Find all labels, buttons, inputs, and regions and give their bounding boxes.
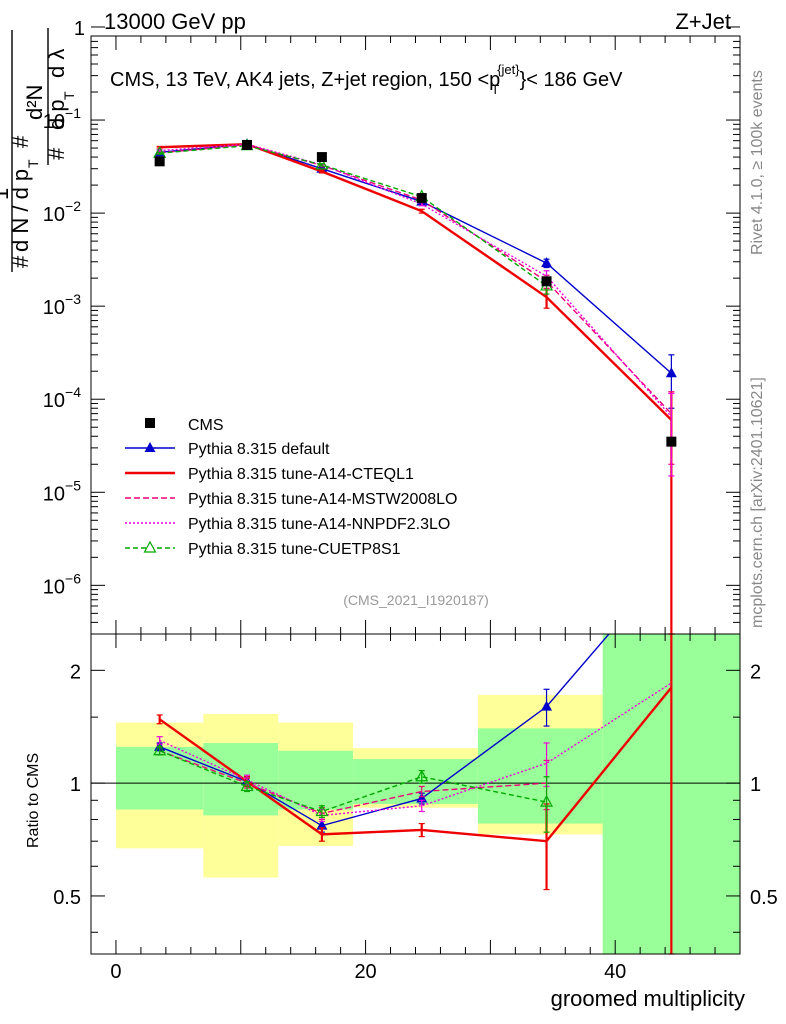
y-tick-label: 10−4 bbox=[43, 384, 81, 412]
ratio-y-tick-label-right: 1 bbox=[750, 774, 761, 796]
side-label-bottom: mcplots.cern.ch [arXiv:2401.10621] bbox=[749, 377, 766, 628]
legend-label: Pythia 8.315 tune-A14-NNPDF2.3LO bbox=[188, 516, 450, 533]
ratio-y-tick-label: 0.5 bbox=[53, 887, 81, 909]
ratio-line bbox=[159, 750, 547, 813]
legend-entry-pythia-8-315-tune-cuetp8s1: Pythia 8.315 tune-CUETP8S1 bbox=[125, 540, 401, 558]
legend-marker bbox=[143, 540, 157, 553]
legend-entry-pythia-8-315-default: Pythia 8.315 default bbox=[125, 441, 330, 458]
cms-data-point bbox=[416, 193, 427, 204]
ratio-series bbox=[153, 633, 675, 955]
cms-data-point bbox=[541, 276, 552, 287]
series-line bbox=[159, 144, 547, 287]
ratio-y-axis-label: Ratio to CMS bbox=[25, 753, 42, 848]
ratio-y-tick-label: 2 bbox=[70, 661, 81, 683]
series-line bbox=[159, 144, 672, 415]
x-tick-label: 40 bbox=[604, 961, 626, 983]
cms-data-point bbox=[316, 152, 327, 163]
legend-entry-pythia-8-315-tune-a14-nnpdf2-3lo: Pythia 8.315 tune-A14-NNPDF2.3LO bbox=[125, 516, 450, 533]
ratio-axes: 0.5 0.51 12 20 20 40 bbox=[53, 634, 778, 983]
legend-marker bbox=[145, 418, 155, 428]
ratio-marker bbox=[541, 700, 553, 711]
series-pythia-8-315-default bbox=[154, 138, 677, 409]
cms-data-points bbox=[154, 139, 677, 447]
series-marker bbox=[541, 257, 553, 268]
inner-band bbox=[278, 750, 354, 810]
series-marker bbox=[315, 157, 329, 170]
ratio-marker bbox=[153, 743, 167, 756]
reference-label: (CMS_2021_I1920187) bbox=[343, 592, 489, 608]
ratio-marker bbox=[415, 769, 429, 782]
ratio-series-pythia-8-315-tune-a14-cteql1 bbox=[156, 633, 675, 955]
svg-text:1: 1 bbox=[0, 188, 13, 200]
cms-data-point bbox=[242, 139, 253, 150]
ratio-marker bbox=[316, 819, 328, 830]
x-axis-label: groomed multiplicity bbox=[551, 986, 745, 1011]
main-axes: 10−610−510−410−310−210−11 bbox=[43, 18, 741, 635]
y-tick-label: 10−5 bbox=[43, 477, 81, 505]
y-tick-label: 10−2 bbox=[43, 198, 81, 226]
legend-entry-pythia-8-315-tune-a14-mstw2008lo: Pythia 8.315 tune-A14-MSTW2008LO bbox=[125, 491, 457, 508]
y-tick-label: 10−6 bbox=[43, 570, 81, 598]
legend-entry-pythia-8-315-tune-a14-cteql1: Pythia 8.315 tune-A14-CTEQL1 bbox=[125, 466, 414, 483]
header-right: Z+Jet bbox=[675, 9, 731, 34]
main-title: CMS, 13 TeV, AK4 jets, Z+jet region, 150… bbox=[110, 62, 623, 97]
legend-entry-cms: CMS bbox=[145, 417, 224, 434]
legend-marker bbox=[144, 442, 156, 452]
inner-band bbox=[115, 746, 204, 810]
svg-text:T: T bbox=[25, 159, 41, 168]
main-series bbox=[153, 138, 677, 635]
ratio-line bbox=[159, 633, 610, 827]
side-label-top: Rivet 4.1.0, ≥ 100k events bbox=[749, 70, 766, 255]
y-tick-label: 1 bbox=[74, 18, 85, 40]
svg-text:#: # bbox=[8, 135, 33, 148]
svg-text:#: # bbox=[8, 255, 33, 268]
ratio-series-pythia-8-315-tune-cuetp8s1 bbox=[153, 743, 554, 833]
series-line bbox=[159, 143, 672, 374]
legend-label: Pythia 8.315 default bbox=[188, 441, 330, 458]
y-tick-label: 10−3 bbox=[43, 291, 81, 319]
ratio-y-tick-label: 1 bbox=[70, 774, 81, 796]
series-line bbox=[159, 142, 673, 421]
series-pythia-8-315-tune-cuetp8s1 bbox=[153, 138, 554, 295]
inner-band bbox=[477, 728, 603, 824]
series-pythia-8-315-tune-a14-cteql1 bbox=[156, 142, 675, 635]
ratio-marker bbox=[540, 794, 554, 807]
series-line bbox=[159, 143, 672, 418]
ratio-y-tick-label-right: 2 bbox=[750, 661, 761, 683]
inner-band bbox=[353, 758, 478, 804]
header-left: 13000 GeV pp bbox=[104, 9, 246, 34]
cms-data-point bbox=[154, 156, 165, 167]
main-y-axis-label: # d N / d p T # 1 d p T d λ # d²N bbox=[0, 28, 77, 272]
x-tick-label: 0 bbox=[110, 961, 121, 983]
legend-label: CMS bbox=[188, 417, 224, 434]
series-marker bbox=[665, 367, 677, 378]
legend-label: Pythia 8.315 tune-A14-CTEQL1 bbox=[188, 466, 414, 483]
cms-data-point bbox=[666, 436, 677, 447]
series-pythia-8-315-tune-a14-mstw2008lo bbox=[156, 143, 675, 465]
svg-text:T: T bbox=[61, 91, 77, 100]
ratio-y-tick-label-right: 0.5 bbox=[750, 887, 778, 909]
svg-text:#: # bbox=[44, 147, 69, 160]
ratio-marker bbox=[315, 804, 329, 817]
ratio-line bbox=[159, 682, 672, 817]
x-tick-label: 20 bbox=[354, 961, 376, 983]
legend-label: Pythia 8.315 tune-A14-MSTW2008LO bbox=[188, 491, 457, 508]
svg-text:d²N: d²N bbox=[22, 85, 47, 120]
ratio-uncertainty-bands bbox=[115, 634, 740, 954]
legend-label: Pythia 8.315 tune-CUETP8S1 bbox=[188, 541, 401, 558]
legend: CMS Pythia 8.315 default Pythia 8.315 tune… bbox=[125, 417, 457, 558]
ratio-marker bbox=[240, 779, 254, 792]
ratio-line bbox=[158, 686, 673, 843]
series-pythia-8-315-tune-a14-nnpdf2-3lo bbox=[156, 142, 675, 477]
